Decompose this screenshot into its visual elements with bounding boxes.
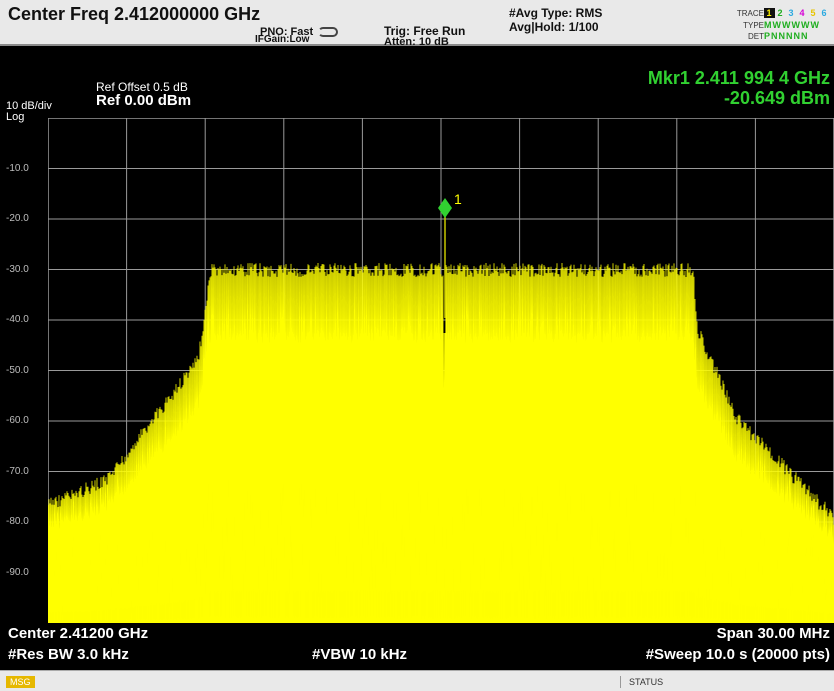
trace-key-label: TRACE <box>736 9 764 18</box>
trace-number-6[interactable]: 6 <box>821 8 828 18</box>
status-bar: MSG STATUS <box>0 670 834 691</box>
spectrum-graticule: 1 <box>47 117 834 624</box>
spectrum-trace <box>47 262 834 624</box>
center-frequency-label[interactable]: Center 2.41200 GHz <box>8 625 149 642</box>
ifgain-setting: IFGain:Low <box>255 34 310 45</box>
y-tick-label: -50.0 <box>6 364 29 376</box>
sweep-time-label[interactable]: #Sweep 10.0 s (20000 pts) <box>645 646 830 663</box>
y-tick-label: -10.0 <box>6 162 29 174</box>
det-key-label: DET <box>748 32 764 41</box>
settings-header: Center Freq 2.412000000 GHz PNO: Fast IF… <box>0 0 834 48</box>
y-tick-label: -70.0 <box>6 465 29 477</box>
y-tick-label: -30.0 <box>6 263 29 275</box>
marker-diamond-icon[interactable] <box>438 198 452 218</box>
attenuation-setting: Atten: 10 dB <box>384 36 449 48</box>
marker-frequency-readout: Mkr1 2.411 994 4 GHz <box>647 68 830 88</box>
trace-number-5[interactable]: 5 <box>810 8 817 18</box>
trace-number-3[interactable]: 3 <box>788 8 795 18</box>
y-tick-label: -60.0 <box>6 415 29 426</box>
resolution-bandwidth-label[interactable]: #Res BW 3.0 kHz <box>8 646 129 663</box>
ref-level-label[interactable]: Ref 0.00 dBm <box>96 92 192 109</box>
trace-type-values: MWWWWW <box>764 20 820 30</box>
span-label[interactable]: Span 30.00 MHz <box>716 625 830 642</box>
avg-type-setting: #Avg Type: RMS <box>509 6 603 20</box>
sweep-toggle-icon <box>318 27 338 37</box>
type-key-label: TYPE <box>743 21 764 30</box>
avg-hold-setting: Avg|Hold: 1/100 <box>509 20 599 34</box>
ref-offset-label: Ref Offset 0.5 dB <box>96 80 188 94</box>
trace-number-2[interactable]: 2 <box>777 8 784 18</box>
y-tick-label: -80.0 <box>6 516 29 527</box>
pno-setting: PNO: Fast <box>260 26 314 38</box>
scale-per-div-label: 10 dB/div <box>6 100 52 112</box>
y-tick-label: -90.0 <box>6 566 29 578</box>
y-tick-label: -20.0 <box>6 213 29 224</box>
video-bandwidth-label[interactable]: #VBW 10 kHz <box>312 646 408 663</box>
spectrum-plot[interactable]: 1 <box>47 117 834 624</box>
message-indicator[interactable]: MSG <box>6 676 35 688</box>
trigger-setting: Trig: Free Run <box>384 24 466 38</box>
status-indicator[interactable]: STATUS <box>620 676 663 688</box>
marker-number: 1 <box>454 191 462 207</box>
marker-amplitude-readout: -20.649 dBm <box>723 88 830 108</box>
y-tick-label: -40.0 <box>6 314 29 325</box>
detector-values: PNNNNN <box>764 31 809 41</box>
center-freq-title[interactable]: Center Freq 2.412000000 GHz <box>8 4 261 24</box>
trace-number-4[interactable]: 4 <box>799 8 806 18</box>
scale-type-label: Log <box>6 111 25 123</box>
trace-number-1[interactable]: 1 <box>764 8 775 18</box>
